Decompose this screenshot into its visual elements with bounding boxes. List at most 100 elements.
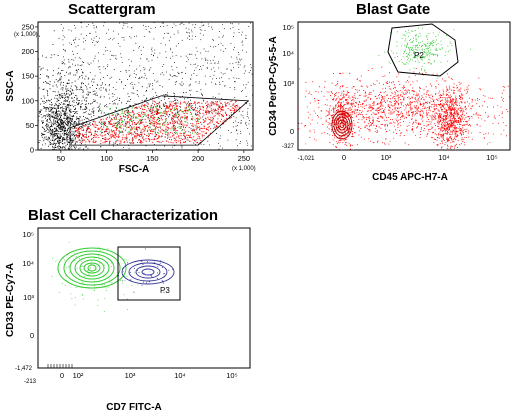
blast-gate-event-point — [456, 116, 458, 118]
blast-gate-event-point — [445, 112, 447, 114]
blast-gate-event-point — [366, 85, 368, 87]
scattergram-gated-point — [148, 114, 149, 116]
scattergram-gated-point — [103, 124, 105, 126]
scattergram-event-point — [235, 125, 237, 127]
scattergram-event-point — [31, 111, 32, 112]
scattergram-event-point — [161, 108, 162, 109]
scattergram-gated-point — [144, 125, 145, 127]
blast-gate-event-point — [465, 123, 467, 125]
scattergram-event-point — [49, 110, 51, 112]
blast-gate-event-point — [441, 109, 443, 110]
blast-gate-event-point — [428, 128, 430, 130]
scattergram-event-point — [138, 78, 140, 79]
scattergram-event-point — [114, 103, 116, 105]
blast-gate-event-point — [360, 75, 362, 77]
scattergram-event-point — [56, 110, 57, 112]
blast-gate-event-point — [442, 130, 444, 132]
scattergram-event-point — [46, 89, 48, 91]
scattergram-gated-point — [191, 137, 193, 139]
scattergram-event-point — [63, 82, 64, 83]
scattergram-gated-point — [115, 127, 117, 129]
blast-gate-event-point — [406, 117, 407, 119]
scattergram-event-point — [209, 144, 210, 146]
blast-gate-event-point — [411, 112, 413, 114]
blast-gate-event-point — [369, 107, 371, 109]
scattergram-gated-point — [218, 123, 220, 124]
scattergram-event-point — [76, 141, 78, 143]
scattergram-gated-point — [221, 109, 223, 111]
scattergram-event-point — [158, 97, 160, 99]
scattergram-gated-point — [178, 137, 180, 139]
scattergram-event-point — [56, 133, 57, 134]
scattergram-gated-point — [141, 106, 143, 108]
scattergram-gated-point — [151, 112, 153, 114]
blast-gate-event-point — [426, 125, 428, 127]
scattergram-event-point — [61, 133, 63, 135]
scattergram-gated-point — [198, 122, 200, 124]
blast-gate-event-point — [380, 105, 382, 107]
scattergram-event-point — [175, 45, 177, 47]
scattergram-event-point — [60, 140, 62, 142]
scattergram-event-point — [180, 117, 182, 119]
blast-gate-event-point — [452, 86, 454, 88]
blast-gate-event-point — [383, 83, 384, 85]
blast-gate-event-point — [327, 110, 329, 112]
scattergram-event-point — [78, 136, 80, 138]
scattergram-event-point — [63, 146, 65, 148]
scattergram-gated-point — [209, 119, 211, 120]
blast-gate-event-point — [421, 118, 423, 120]
blast-gate-event-point — [321, 90, 323, 92]
scattergram-blast-point — [144, 112, 146, 114]
blast-gate-event-point — [472, 105, 474, 107]
scattergram-event-point — [85, 40, 86, 41]
scattergram-event-point — [68, 73, 69, 75]
scattergram-gated-point — [83, 136, 85, 138]
blast-gate-event-point — [307, 111, 309, 113]
scattergram-event-point — [63, 122, 65, 123]
scattergram-gated-point — [151, 119, 153, 121]
scattergram-event-point — [65, 111, 67, 113]
scattergram-event-point — [78, 148, 80, 150]
blast-gate-event-point — [339, 102, 341, 104]
blast-gate-event-point — [442, 126, 444, 128]
blast-gate-event-point — [410, 109, 412, 111]
scattergram-event-point — [216, 78, 217, 79]
blast-gate-event-point — [397, 124, 399, 126]
scattergram-event-point — [93, 60, 94, 62]
scattergram-gated-point — [216, 125, 218, 127]
scattergram-gated-point — [119, 119, 121, 121]
scattergram-event-point — [66, 107, 68, 109]
scattergram-event-point — [92, 123, 93, 125]
scattergram-blast-point — [192, 132, 194, 134]
scattergram-gated-point — [123, 116, 125, 118]
scattergram-event-point — [128, 96, 130, 97]
scattergram-event-point — [45, 109, 47, 110]
blast-gate-event-point — [401, 87, 403, 89]
scattergram-event-point — [185, 127, 186, 128]
blast-gate-event-point — [383, 111, 385, 113]
scattergram-event-point — [195, 36, 196, 37]
blast-gate-event-point — [455, 100, 457, 102]
blast-gate-event-point — [476, 123, 478, 125]
scattergram-event-point — [65, 85, 67, 87]
scattergram-event-point — [69, 115, 71, 117]
scattergram-event-point — [53, 70, 54, 72]
blast-gate-event-point — [360, 105, 362, 107]
blast-gate-event-point — [422, 105, 424, 107]
scattergram-event-point — [58, 104, 59, 106]
blast-gate-event-point — [369, 129, 371, 131]
scattergram-event-point — [49, 159, 50, 160]
scattergram-event-point — [93, 25, 95, 26]
scattergram-gated-point — [151, 139, 153, 141]
blast-gate-event-point — [368, 104, 370, 106]
scattergram-event-point — [51, 112, 53, 114]
scattergram-event-point — [195, 67, 197, 69]
blast-gate-event-point — [439, 163, 440, 164]
blast-gate-event-point — [395, 95, 397, 97]
scattergram-event-point — [139, 78, 141, 80]
scattergram-event-point — [237, 145, 238, 147]
scattergram-event-point — [203, 144, 205, 145]
scattergram-event-point — [67, 96, 69, 98]
scattergram-event-point — [61, 152, 62, 153]
scattergram-event-point — [209, 111, 211, 112]
